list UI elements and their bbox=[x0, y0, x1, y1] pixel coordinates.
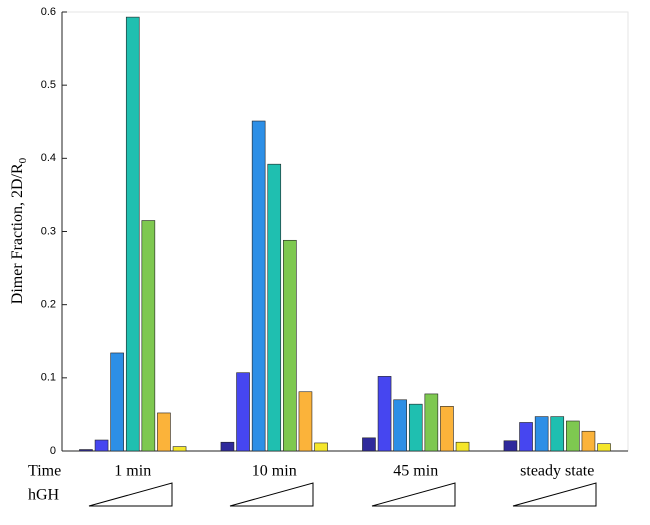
bar bbox=[172, 446, 187, 452]
bar bbox=[440, 406, 454, 452]
bar bbox=[377, 376, 392, 452]
bar bbox=[94, 439, 109, 452]
bar bbox=[283, 239, 297, 452]
concentration-wedge bbox=[229, 482, 314, 507]
bar bbox=[455, 441, 470, 452]
concentration-wedge bbox=[88, 482, 173, 507]
bar bbox=[534, 416, 549, 452]
y-tick-label: 0.1 bbox=[41, 372, 56, 384]
bar bbox=[125, 16, 140, 452]
row-label: Time bbox=[28, 463, 61, 480]
y-tick-label: 0.5 bbox=[41, 79, 56, 91]
bar bbox=[424, 393, 439, 452]
bar bbox=[220, 441, 235, 452]
bar bbox=[362, 437, 376, 452]
bar bbox=[298, 391, 313, 452]
row-label: hGH bbox=[28, 487, 60, 504]
bar bbox=[267, 163, 282, 452]
concentration-wedge bbox=[512, 482, 597, 507]
bar bbox=[519, 422, 533, 452]
x-tick-label: steady state bbox=[520, 463, 594, 480]
y-label-text: Dimer Fraction, 2D/R bbox=[9, 163, 26, 304]
bar bbox=[251, 120, 266, 452]
y-axis-label: Dimer Fraction, 2D/R0 bbox=[9, 157, 29, 304]
x-tick-label: 1 min bbox=[114, 463, 151, 480]
y-tick-label: 0 bbox=[50, 445, 56, 457]
y-label-subscript: 0 bbox=[17, 157, 29, 163]
y-tick-label: 0.3 bbox=[41, 225, 56, 237]
bar bbox=[141, 220, 156, 452]
bar bbox=[581, 430, 596, 452]
bar bbox=[236, 372, 250, 452]
bar bbox=[393, 399, 407, 452]
bar bbox=[503, 440, 518, 452]
y-tick-label: 0.2 bbox=[41, 299, 56, 311]
x-tick-label: 45 min bbox=[393, 463, 438, 480]
bar bbox=[566, 420, 580, 452]
x-tick-label: 10 min bbox=[252, 463, 297, 480]
bar bbox=[550, 416, 565, 452]
bar bbox=[157, 412, 171, 452]
bar bbox=[314, 442, 328, 452]
y-tick-label: 0.6 bbox=[41, 6, 56, 18]
concentration-wedge bbox=[371, 482, 456, 507]
bar bbox=[597, 443, 611, 452]
y-tick-label: 0.4 bbox=[41, 152, 56, 164]
bar bbox=[408, 403, 423, 452]
bar bbox=[110, 352, 124, 452]
bar bbox=[79, 449, 93, 452]
